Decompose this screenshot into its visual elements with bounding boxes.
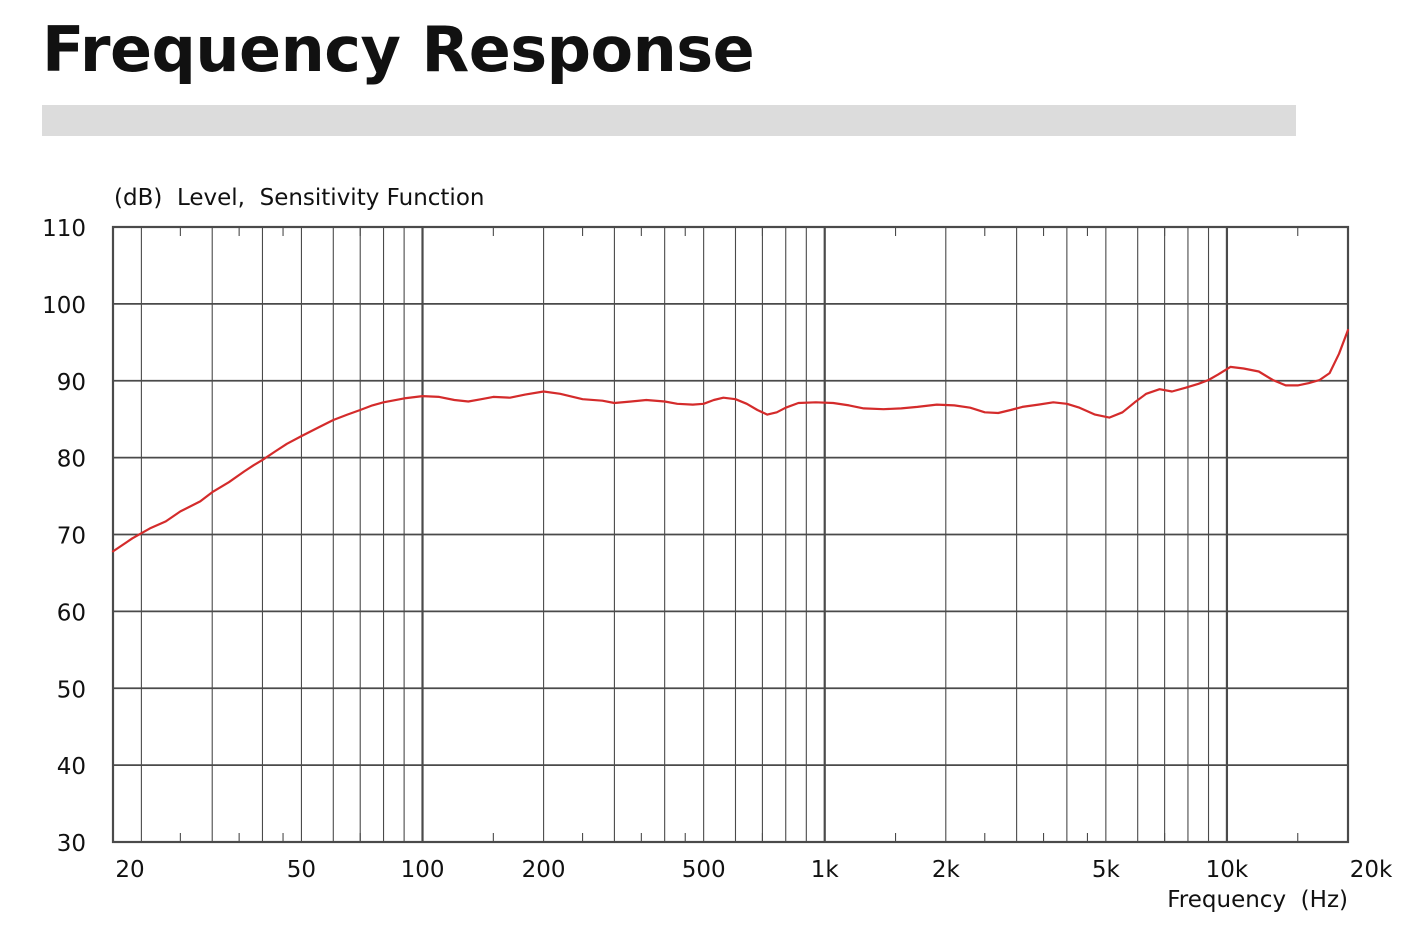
y-tick-label: 70 bbox=[57, 524, 86, 550]
y-tick-label: 60 bbox=[57, 600, 86, 626]
y-tick-label: 40 bbox=[57, 754, 86, 780]
x-tick-label: 500 bbox=[682, 857, 726, 883]
y-tick-label: 50 bbox=[57, 677, 86, 703]
y-axis-label: (dB) Level, Sensitivity Function bbox=[114, 185, 484, 211]
y-tick-labels: 110 100 90 80 70 60 50 40 30 bbox=[42, 216, 86, 857]
x-tick-label: 100 bbox=[401, 857, 445, 883]
x-tick-label: 50 bbox=[287, 857, 316, 883]
x-tick-label: 200 bbox=[522, 857, 566, 883]
title-underline-bar bbox=[42, 105, 1296, 136]
x-axis-label: Frequency (Hz) bbox=[1167, 887, 1348, 913]
plot-frame bbox=[111, 225, 1350, 844]
page-title: Frequency Response bbox=[42, 13, 755, 86]
y-tick-label: 30 bbox=[57, 831, 86, 857]
x-tick-label: 20 bbox=[115, 857, 144, 883]
y-tick-label: 110 bbox=[42, 216, 86, 242]
major-grid bbox=[113, 227, 1348, 842]
x-tick-labels: 20 50 100 200 500 1k 2k 5k 10k 20k bbox=[115, 857, 1393, 883]
tick-marks bbox=[179, 227, 1299, 842]
x-tick-label: 20k bbox=[1350, 857, 1393, 883]
y-tick-label: 80 bbox=[57, 447, 86, 473]
series-group bbox=[111, 328, 1350, 553]
x-tick-label: 2k bbox=[932, 857, 961, 883]
y-tick-label: 100 bbox=[42, 293, 86, 319]
y-tick-label: 90 bbox=[57, 370, 86, 396]
x-tick-label: 10k bbox=[1206, 857, 1249, 883]
x-tick-label: 5k bbox=[1092, 857, 1121, 883]
frequency-response-series-line bbox=[111, 328, 1350, 553]
x-tick-label: 1k bbox=[811, 857, 840, 883]
